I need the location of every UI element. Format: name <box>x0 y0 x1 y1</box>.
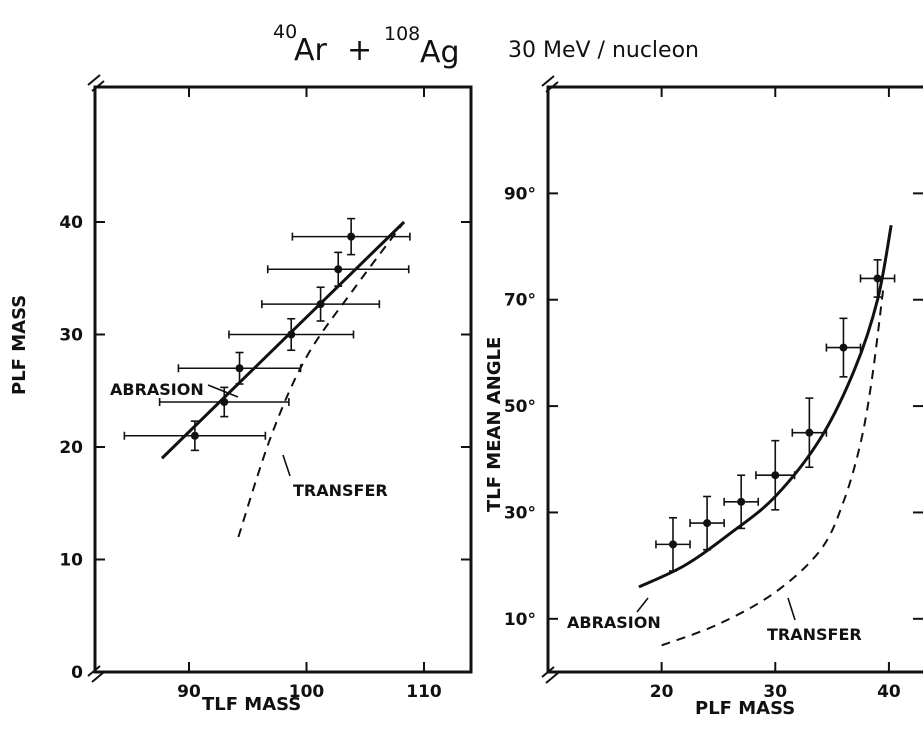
target-symbol: Ag <box>420 35 460 70</box>
marker <box>771 471 780 480</box>
right-data-point <box>689 495 725 551</box>
left-y-axis-label: PLF MASS <box>9 295 30 395</box>
left-transfer-leader <box>282 454 291 477</box>
right-data-point <box>859 259 896 298</box>
right-x-tick-label: 30 <box>763 682 787 702</box>
right-y-tick-label: 50° <box>504 397 536 417</box>
right-abrasion-leader <box>636 597 649 613</box>
left-axis-break-bottom-2 <box>91 671 105 683</box>
right-data-point <box>791 397 828 469</box>
marker <box>669 540 677 549</box>
right-data-point <box>825 317 862 378</box>
left-abrasion-leader <box>207 384 239 398</box>
right-axis-break-bottom <box>541 666 555 678</box>
left-data-point <box>261 286 381 322</box>
left-x-axis-label: TLF MASS <box>202 694 301 715</box>
left-abrasion-curve <box>160 220 406 460</box>
left-data-point <box>177 351 302 385</box>
right-y-tick-label: 10° <box>504 610 536 630</box>
figure-title: 40 Ar + 108 Ag 30 MeV / nucleon <box>273 21 699 70</box>
right-plot-frame <box>546 85 923 674</box>
left-data-point <box>291 217 411 256</box>
left-axis-break-top-2 <box>91 80 105 92</box>
marker <box>839 343 848 352</box>
left-data-point <box>158 386 290 418</box>
right-y-axis-label: TLF MEAN ANGLE <box>484 337 505 512</box>
marker <box>334 265 343 274</box>
right-abrasion-curve <box>638 225 893 589</box>
left-data-point <box>228 317 355 352</box>
right-transfer-curve <box>661 288 885 647</box>
projectile-symbol: Ar <box>294 33 328 68</box>
left-axis-break-top <box>87 74 101 86</box>
left-y-tick-label: 0 <box>71 663 83 683</box>
marker <box>703 519 712 528</box>
left-y-tick-label: 10 <box>59 551 83 571</box>
left-axis-break-bottom <box>87 665 101 677</box>
right-x-axis-label: PLF MASS <box>695 698 795 719</box>
marker <box>737 497 746 506</box>
left-abrasion-label: ABRASION <box>110 380 204 399</box>
left-transfer-label: TRANSFER <box>293 481 388 500</box>
marker <box>873 274 882 283</box>
right-transfer-leader <box>787 597 796 621</box>
right-data-point <box>723 474 760 530</box>
left-data-point <box>266 251 410 287</box>
left-transfer-curve <box>237 221 405 538</box>
marker <box>805 428 814 437</box>
right-axis-break-top-2 <box>545 81 559 93</box>
right-axis-break-top <box>541 75 555 87</box>
marker <box>287 330 296 339</box>
right-abrasion-label: ABRASION <box>567 613 661 632</box>
marker <box>235 364 244 373</box>
right-y-tick-label: 70° <box>504 291 536 311</box>
right-y-tick-label: 30° <box>504 503 536 523</box>
projectile-mass-number: 40 <box>273 21 297 43</box>
marker <box>190 431 199 440</box>
right-transfer-label: TRANSFER <box>767 625 862 644</box>
left-x-tick-label: 90 <box>177 682 201 702</box>
left-plot-frame <box>93 85 473 674</box>
plus-sign: + <box>347 33 372 68</box>
marker <box>347 232 356 241</box>
marker <box>316 300 325 309</box>
left-y-tick-label: 40 <box>59 213 83 233</box>
right-x-tick-label: 40 <box>877 682 901 702</box>
beam-energy-label: 30 MeV / nucleon <box>508 38 699 63</box>
right-y-tick-label: 90° <box>504 184 536 204</box>
right-panel: PLF MASS TLF MEAN ANGLE ABRASION TRANSFE… <box>484 75 923 719</box>
right-x-tick-label: 20 <box>650 682 674 702</box>
right-axis-break-bottom-2 <box>545 672 559 684</box>
left-data-point <box>123 420 267 452</box>
left-y-tick-label: 20 <box>59 438 83 458</box>
left-panel: TLF MASS PLF MASS ABRASION TRANSFER 90 10… <box>9 74 473 715</box>
left-x-tick-label: 110 <box>406 682 442 702</box>
marker <box>220 398 229 406</box>
right-data-point <box>755 439 796 511</box>
left-y-tick-label: 30 <box>59 326 83 346</box>
target-mass-number: 108 <box>384 23 420 45</box>
right-data-point <box>655 516 691 572</box>
left-x-tick-label: 100 <box>289 682 325 702</box>
